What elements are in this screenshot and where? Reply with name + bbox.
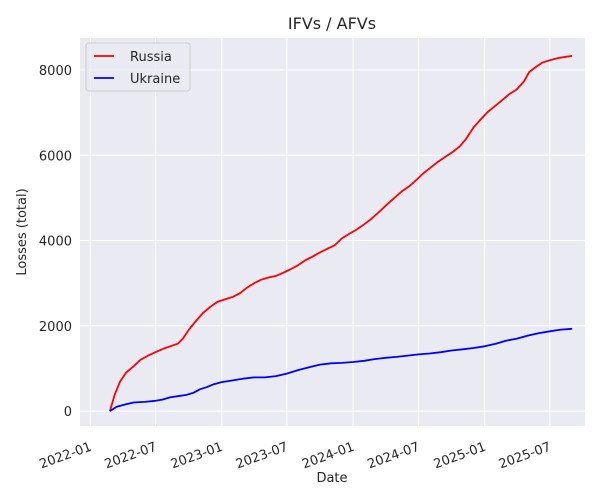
y-tick-label: 0 [64, 405, 72, 420]
x-tick-label: 2025-07 [497, 440, 553, 473]
legend-label-ukraine: Ukraine [130, 72, 180, 87]
x-axis: 2022-01 2022-07 2023-01 2023-07 2024-01 2024-… [38, 440, 554, 473]
series-layer [109, 55, 573, 412]
x-tick-label: 2022-01 [38, 440, 94, 473]
plot-area [80, 38, 585, 426]
x-tick-label: 2025-01 [432, 440, 488, 473]
y-tick-label: 6000 [39, 149, 72, 164]
x-tick-label: 2023-01 [169, 440, 225, 473]
y-tick-label: 4000 [39, 235, 72, 250]
y-axis-title: Losses (total) [15, 188, 30, 275]
series-line-russia [109, 55, 573, 412]
x-axis-title: Date [316, 471, 347, 486]
legend: Russia Ukraine [85, 42, 191, 92]
y-tick-label: 2000 [39, 320, 72, 335]
chart-title: IFVs / AFVs [288, 14, 376, 33]
y-tick-label: 8000 [39, 64, 72, 79]
y-axis: 0 2000 4000 6000 8000 [39, 64, 72, 420]
x-tick-label: 2024-07 [366, 440, 422, 473]
legend-box [85, 42, 191, 92]
x-tick-label: 2022-07 [103, 440, 159, 473]
legend-label-russia: Russia [130, 50, 172, 65]
x-tick-label: 2024-01 [300, 440, 356, 473]
x-tick-label: 2023-07 [234, 440, 290, 473]
series-line-ukraine [109, 327, 573, 412]
